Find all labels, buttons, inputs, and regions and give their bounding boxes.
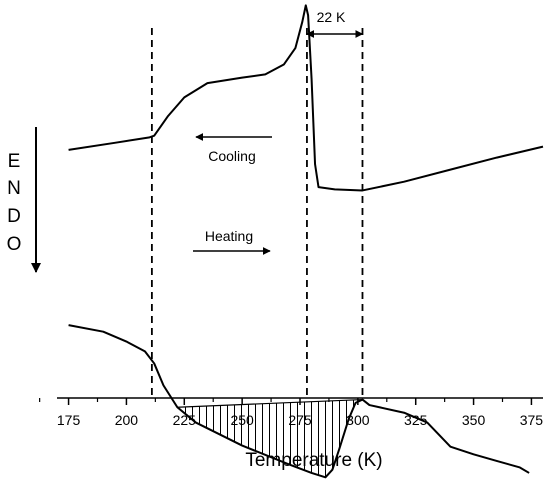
- x-tick-label: 375: [520, 412, 544, 428]
- x-axis-ticks: 175 200 225 250 275 300 325 350 375: [39, 398, 544, 428]
- x-tick-label: 250: [230, 412, 254, 428]
- span-label: 22 K: [317, 9, 346, 25]
- endo-letter-n: N: [7, 178, 21, 199]
- series-line-cooling: [68, 4, 544, 192]
- x-tick-label: 325: [404, 412, 428, 428]
- x-tick-label: 350: [462, 412, 486, 428]
- hatched-region: [177, 399, 363, 478]
- endo-letter-d: D: [7, 206, 21, 227]
- endo-label: E N D O: [7, 127, 41, 273]
- x-axis-title: Temperature (K): [245, 450, 382, 471]
- endo-letter-e: E: [8, 151, 21, 172]
- series-line-heating: [68, 324, 530, 479]
- heating-label: Heating: [205, 228, 253, 244]
- x-tick-label: 175: [57, 412, 81, 428]
- endo-letter-o: O: [7, 234, 22, 255]
- x-tick-label: 300: [346, 412, 370, 428]
- hatched-baseline: [177, 398, 363, 408]
- x-tick-label: 200: [115, 412, 139, 428]
- cooling-label: Cooling: [208, 148, 255, 164]
- x-tick-label: 225: [173, 412, 197, 428]
- x-tick-label: 275: [288, 412, 312, 428]
